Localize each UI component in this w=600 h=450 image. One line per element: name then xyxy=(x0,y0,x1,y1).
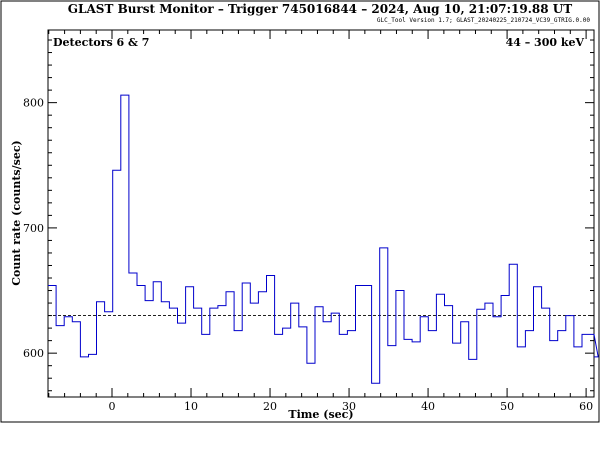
chart-subtitle: GLC_Tool Version 1.7; GLAST_20240225_210… xyxy=(377,17,591,24)
y-tick-label: 800 xyxy=(23,97,44,110)
y-tick-label: 700 xyxy=(23,222,44,235)
x-tick-label: 0 xyxy=(109,400,116,413)
x-tick-label: 50 xyxy=(500,400,514,413)
plot-area xyxy=(47,29,595,398)
x-axis: 0 10 20 30 40 50 60 xyxy=(48,30,593,413)
x-tick-label: 60 xyxy=(579,400,593,413)
x-tick-label: 10 xyxy=(184,400,198,413)
x-axis-label: Time (sec) xyxy=(288,408,353,421)
y-tick-label: 600 xyxy=(23,347,44,360)
x-tick-label: 30 xyxy=(342,400,356,413)
lightcurve-series xyxy=(48,94,599,384)
energy-range-annotation: 44 – 300 keV xyxy=(506,36,585,49)
detectors-annotation: Detectors 6 & 7 xyxy=(53,36,149,49)
y-axis-label: Count rate (counts/sec) xyxy=(10,140,23,285)
x-tick-label: 40 xyxy=(421,400,435,413)
x-tick-label: 20 xyxy=(263,400,277,413)
figure-frame xyxy=(0,0,600,423)
y-axis: 600 700 800 xyxy=(23,39,594,392)
chart-title: GLAST Burst Monitor – Trigger 745016844 … xyxy=(68,2,572,16)
